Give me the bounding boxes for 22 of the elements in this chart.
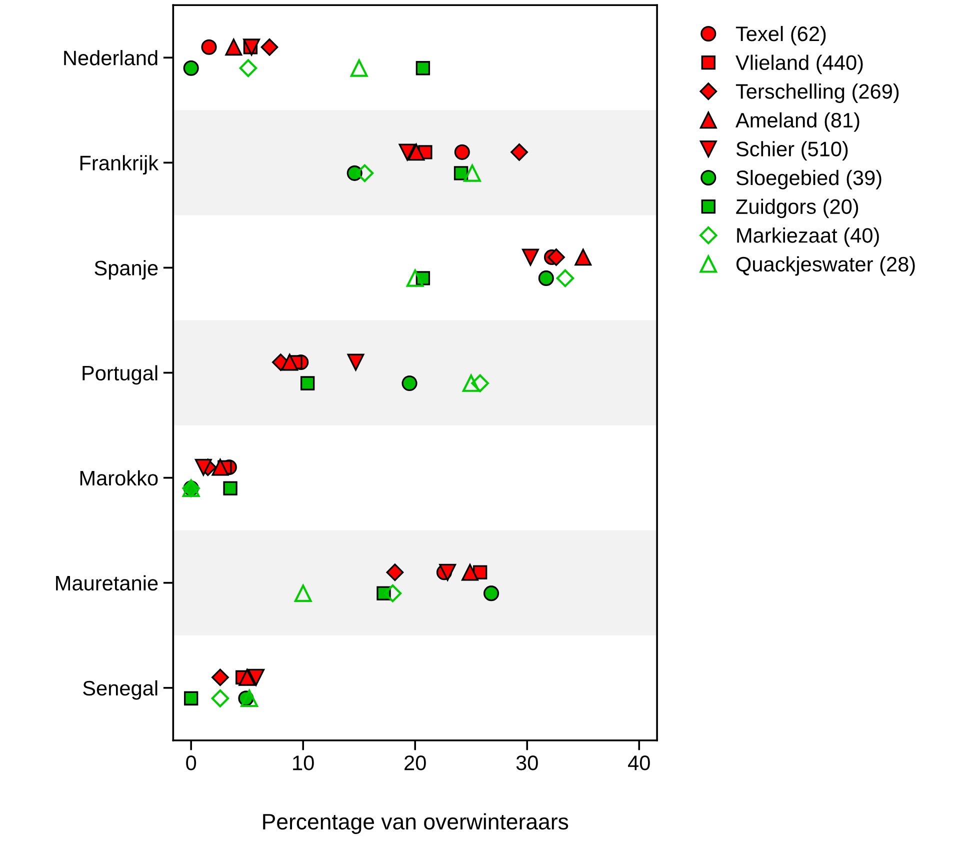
legend-label: Terschelling (269) bbox=[736, 84, 899, 103]
x-tick-label: 0 bbox=[186, 756, 196, 770]
y-tick-label: Mauretanie bbox=[56, 575, 158, 591]
legend-label: Schier (510) bbox=[736, 141, 848, 161]
y-tick-label: Portugal bbox=[82, 365, 158, 385]
x-tick-label: 10 bbox=[293, 756, 314, 770]
legend-label: Texel (62) bbox=[736, 26, 826, 46]
y-tick-label: Frankrijk bbox=[80, 155, 159, 175]
legend-label: Quackjeswater (28) bbox=[736, 256, 915, 276]
y-tick-label: Marokko bbox=[80, 470, 158, 486]
x-axis-title: Percentage van overwinteraars bbox=[263, 813, 568, 834]
x-tick-label: 30 bbox=[516, 756, 538, 770]
x-tick-label: 40 bbox=[628, 756, 650, 770]
legend-label: Ameland (81) bbox=[736, 112, 860, 132]
legend-label: Markiezaat (40) bbox=[737, 228, 879, 247]
y-tick-label: Senegal bbox=[83, 680, 158, 700]
legend-label: Vlieland (440) bbox=[736, 54, 863, 74]
y-tick-label: Nederland bbox=[64, 50, 158, 66]
legend-label: Sloegebied (39) bbox=[736, 170, 882, 190]
x-tick-label: 20 bbox=[404, 756, 426, 770]
y-tick-label: Spanje bbox=[94, 260, 158, 280]
legend-label: Zuidgors (20) bbox=[736, 198, 858, 218]
